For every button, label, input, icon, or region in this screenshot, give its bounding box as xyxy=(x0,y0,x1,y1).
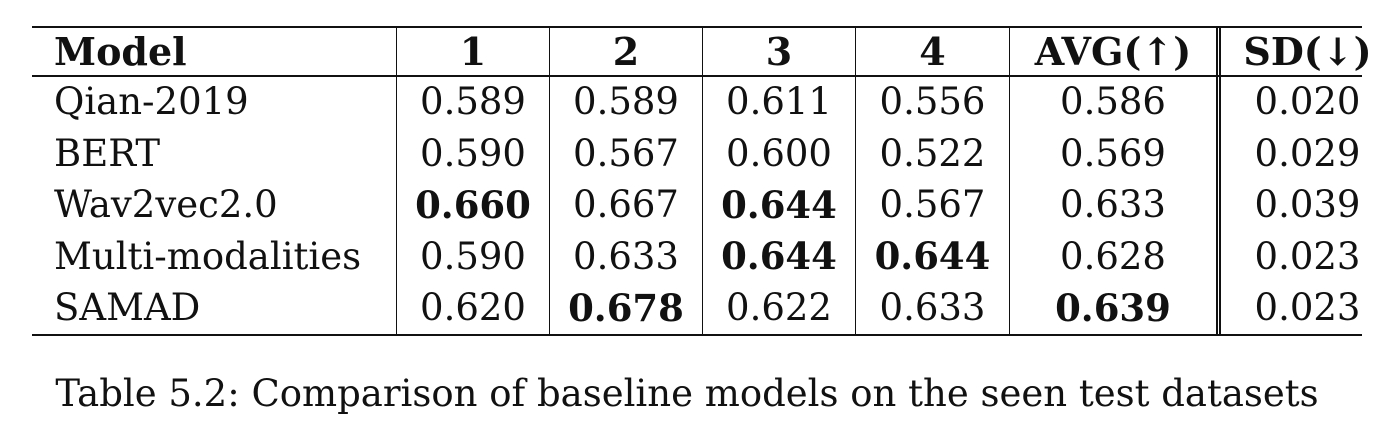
score-dataset-4: 0.567 xyxy=(855,179,1010,231)
table-row: SAMAD 0.620 0.678 0.622 0.633 0.639 0.02… xyxy=(32,282,1374,334)
score-dataset-2: 0.678 xyxy=(549,282,703,334)
table-row: Multi-modalities 0.590 0.633 0.644 0.644… xyxy=(32,230,1374,282)
score-avg: 0.628 xyxy=(1009,230,1219,282)
score-dataset-2: 0.589 xyxy=(549,76,703,128)
score-dataset-2: 0.667 xyxy=(549,179,703,231)
model-name: BERT xyxy=(54,131,161,175)
header-avg: AVG(↑) xyxy=(1009,26,1219,76)
score-dataset-1: 0.660 xyxy=(396,179,550,231)
header-row: Model 1 2 3 4 AVG(↑) SD(↓) xyxy=(32,26,1374,76)
score-sd: 0.020 xyxy=(1216,76,1374,128)
table-caption: Table 5.2: Comparison of baseline models… xyxy=(55,372,1319,415)
header-rule xyxy=(32,75,1362,77)
header-dataset-4: 4 xyxy=(855,26,1010,76)
model-name: Wav2vec2.0 xyxy=(54,183,278,227)
score-avg: 0.586 xyxy=(1009,76,1219,128)
score-dataset-3: 0.622 xyxy=(702,282,856,334)
model-name: SAMAD xyxy=(54,286,201,330)
results-table-container: Model 1 2 3 4 AVG(↑) SD(↓) Qian-2019 0.5… xyxy=(32,26,1374,336)
score-dataset-4: 0.644 xyxy=(855,230,1010,282)
score-avg: 0.569 xyxy=(1009,127,1219,179)
score-dataset-3: 0.611 xyxy=(702,76,856,128)
score-dataset-3: 0.600 xyxy=(702,127,856,179)
score-dataset-2: 0.567 xyxy=(549,127,703,179)
score-dataset-1: 0.620 xyxy=(396,282,550,334)
model-name: Multi-modalities xyxy=(54,234,362,278)
score-sd: 0.023 xyxy=(1216,230,1374,282)
score-dataset-1: 0.589 xyxy=(396,76,550,128)
score-dataset-3: 0.644 xyxy=(702,230,856,282)
score-avg: 0.633 xyxy=(1009,179,1219,231)
table-row: Wav2vec2.0 0.660 0.667 0.644 0.567 0.633… xyxy=(32,179,1374,231)
score-dataset-2: 0.633 xyxy=(549,230,703,282)
table-body: Qian-2019 0.589 0.589 0.611 0.556 0.586 … xyxy=(32,76,1374,334)
top-rule xyxy=(32,26,1362,28)
score-dataset-1: 0.590 xyxy=(396,230,550,282)
header-dataset-3: 3 xyxy=(702,26,856,76)
score-sd: 0.023 xyxy=(1216,282,1374,334)
header-sd: SD(↓) xyxy=(1216,26,1374,76)
table-row: BERT 0.590 0.567 0.600 0.522 0.569 0.029 xyxy=(32,127,1374,179)
results-table: Model 1 2 3 4 AVG(↑) SD(↓) Qian-2019 0.5… xyxy=(32,26,1374,334)
score-sd: 0.039 xyxy=(1216,179,1374,231)
header-dataset-1: 1 xyxy=(396,26,550,76)
score-avg: 0.639 xyxy=(1009,282,1219,334)
score-sd: 0.029 xyxy=(1216,127,1374,179)
score-dataset-4: 0.633 xyxy=(855,282,1010,334)
bottom-rule xyxy=(32,334,1362,336)
score-dataset-4: 0.556 xyxy=(855,76,1010,128)
score-dataset-3: 0.644 xyxy=(702,179,856,231)
model-name: Qian-2019 xyxy=(54,80,249,124)
score-dataset-1: 0.590 xyxy=(396,127,550,179)
header-model: Model xyxy=(54,28,187,74)
table-row: Qian-2019 0.589 0.589 0.611 0.556 0.586 … xyxy=(32,76,1374,128)
score-dataset-4: 0.522 xyxy=(855,127,1010,179)
header-dataset-2: 2 xyxy=(549,26,703,76)
